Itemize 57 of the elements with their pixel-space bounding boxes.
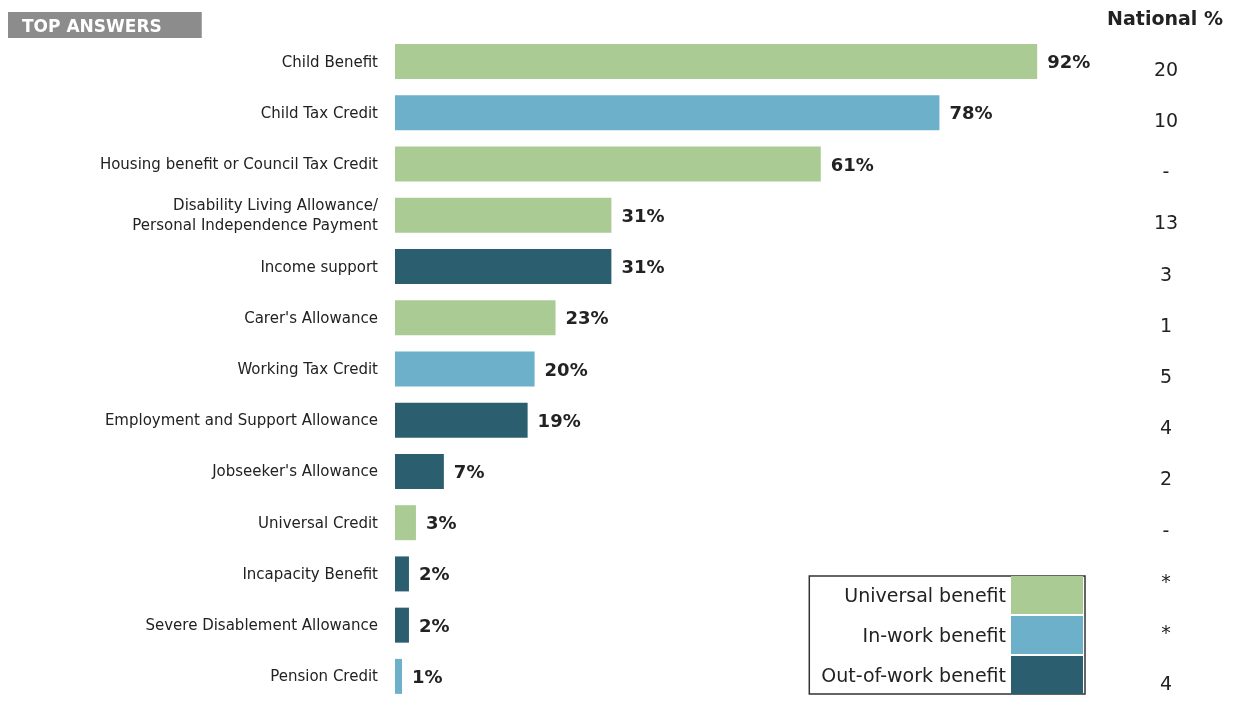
text: 10 — [1153, 108, 1179, 131]
y-tick-label: Pension Credit — [270, 667, 379, 686]
text: TOP ANSWERS — [22, 15, 162, 36]
text: 4 — [1159, 416, 1173, 439]
legend-label: Universal benefit — [844, 584, 1006, 606]
bar — [395, 300, 556, 336]
data-label: 31% — [621, 204, 665, 226]
text: - — [1162, 160, 1170, 183]
text: 3 — [1159, 262, 1173, 285]
bar — [395, 505, 416, 541]
legend-label: In-work benefit — [862, 624, 1006, 646]
y-tick-label: Jobseeker's Allowance — [211, 462, 378, 481]
data-label: 19% — [537, 409, 581, 431]
bar — [395, 197, 612, 233]
text: - — [1162, 518, 1170, 541]
text: 20 — [1153, 57, 1179, 80]
y-tick-label: Child Tax Credit — [260, 103, 379, 122]
data-label: 2% — [418, 563, 450, 585]
y-tick-label: Working Tax Credit — [237, 360, 379, 378]
y-tick-label: Employment and Support Allowance — [104, 411, 378, 430]
y-tick-label: Housing benefit or Council Tax Credit — [99, 155, 379, 174]
data-label: 92% — [1047, 51, 1091, 73]
data-label: 1% — [411, 665, 443, 687]
text: 5 — [1159, 365, 1173, 387]
text: National % — [1107, 6, 1224, 29]
y-tick-label: Severe Disablement Allowance — [145, 616, 378, 635]
bar — [395, 607, 409, 643]
text: * — [1161, 569, 1171, 592]
bar — [395, 351, 535, 387]
legend-label: Out-of-work benefit — [821, 664, 1006, 686]
y-tick-label: Carer's Allowance — [244, 308, 378, 327]
text: 13 — [1153, 211, 1179, 234]
bar — [395, 556, 409, 592]
data-label: 7% — [453, 460, 485, 482]
bar — [395, 402, 528, 438]
text: 1 — [1159, 313, 1173, 336]
data-label: 20% — [544, 358, 588, 380]
data-label: 31% — [621, 256, 665, 278]
bar — [395, 44, 1038, 80]
y-tick-label: Incapacity Benefit — [242, 564, 379, 583]
bar — [395, 146, 821, 182]
data-label: 23% — [565, 307, 609, 329]
bar — [395, 453, 444, 489]
text: * — [1161, 621, 1171, 644]
data-label: 61% — [830, 153, 874, 175]
y-tick-label: Disability Living Allowance/ Personal Independence Payment — [132, 196, 379, 235]
bar — [395, 249, 612, 285]
y-tick-label: Universal Credit — [258, 513, 379, 532]
y-tick-label: Child Benefit — [281, 52, 379, 71]
data-label: 2% — [418, 614, 450, 636]
y-tick-label: Income support — [260, 257, 379, 276]
data-label: 3% — [425, 512, 457, 534]
text: 2 — [1159, 467, 1173, 490]
data-label: 78% — [949, 102, 993, 124]
text: 4 — [1159, 672, 1173, 695]
bar — [395, 658, 402, 694]
bar — [395, 95, 940, 131]
